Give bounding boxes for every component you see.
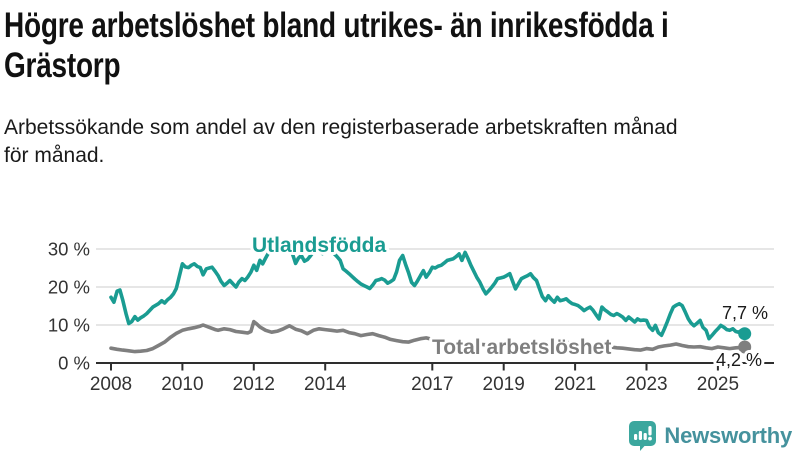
series-line bbox=[109, 319, 747, 354]
x-axis-label: 2010 bbox=[161, 374, 203, 395]
chart-card: Högre arbetslöshet bland utrikes- än inr… bbox=[0, 6, 800, 451]
series-end-value: 4,2 % bbox=[716, 350, 762, 370]
series-end-dot bbox=[738, 327, 752, 341]
subtitle-line-2: för månad. bbox=[4, 143, 105, 167]
y-axis-label: 10 % bbox=[48, 315, 90, 336]
newsworthy-chat-bubble-chart-icon bbox=[629, 421, 657, 451]
newsworthy-wordmark: Newsworthy bbox=[664, 423, 792, 448]
chart-subtitle: Arbetssökande som andel av den registerb… bbox=[4, 114, 800, 171]
x-axis-label: 2008 bbox=[90, 374, 132, 395]
x-axis-label: 2023 bbox=[625, 374, 667, 395]
newsworthy-logo: Newsworthy bbox=[629, 421, 792, 451]
series-end-dot bbox=[738, 340, 752, 354]
x-axis-label: 2012 bbox=[233, 374, 275, 395]
page-title: Högre arbetslöshet bland utrikes- än inr… bbox=[4, 6, 800, 87]
x-axis-label: 2019 bbox=[483, 374, 525, 395]
series-label: Total arbetslöshet bbox=[432, 336, 611, 359]
x-axis-label: 2025 bbox=[697, 374, 739, 395]
series-label: Utlandsfödda bbox=[252, 234, 386, 257]
title-line-1: Högre arbetslöshet bland utrikes- än inr… bbox=[4, 6, 669, 45]
x-axis-label: 2017 bbox=[411, 374, 453, 395]
series-end-value: 7,7 % bbox=[722, 303, 768, 323]
title-line-2: Grästorp bbox=[4, 46, 121, 86]
series-line bbox=[109, 244, 747, 341]
y-axis-label: 0 % bbox=[58, 353, 90, 374]
subtitle-line-1: Arbetssökande som andel av den registerb… bbox=[4, 115, 678, 139]
y-axis-label: 20 % bbox=[48, 277, 90, 298]
x-axis-label: 2014 bbox=[304, 374, 347, 395]
y-axis-label: 30 % bbox=[48, 239, 90, 260]
x-axis-label: 2021 bbox=[554, 374, 596, 395]
